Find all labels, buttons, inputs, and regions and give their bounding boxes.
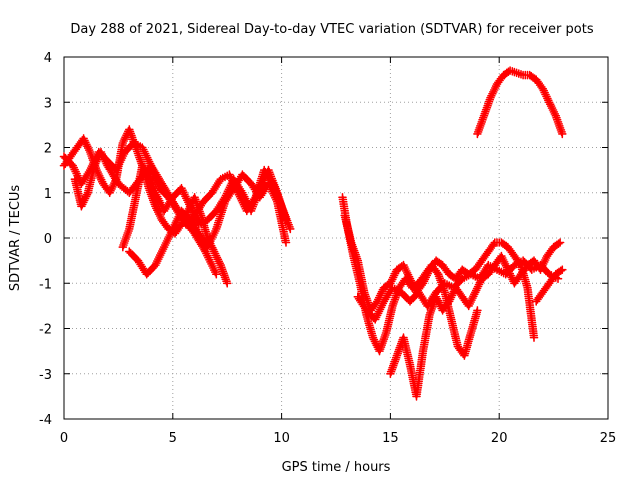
x-tick-label: 20 [491, 431, 508, 446]
x-tick-label: 5 [169, 431, 177, 446]
y-tick-label: -3 [39, 368, 52, 383]
y-tick-label: -1 [39, 277, 52, 292]
y-tick-label: 3 [44, 96, 52, 111]
x-tick-label: 25 [600, 431, 617, 446]
x-axis-label: GPS time / hours [282, 460, 391, 475]
axis-ticks: 0 5 10 15 20 25 -4 -3 -2 -1 0 1 2 3 4 [39, 51, 616, 446]
y-tick-label: -2 [39, 323, 52, 338]
chart-title: Day 288 of 2021, Sidereal Day-to-day VTE… [70, 22, 593, 37]
series-track-5 [125, 170, 291, 279]
series-track-10 [473, 66, 567, 139]
x-tick-label: 10 [273, 431, 290, 446]
grid [64, 57, 608, 419]
y-tick-label: 2 [44, 142, 52, 157]
x-tick-label: 15 [382, 431, 399, 446]
y-tick-label: 4 [44, 51, 52, 66]
series-track-9 [386, 238, 565, 401]
series-track-11 [531, 265, 567, 306]
y-tick-label: 1 [44, 187, 52, 202]
x-tick-label: 0 [60, 431, 68, 446]
data-series [59, 66, 567, 401]
y-axis-label: SDTVAR / TECUs [8, 185, 23, 292]
y-tick-label: 0 [44, 232, 52, 247]
y-tick-label: -4 [39, 413, 52, 428]
